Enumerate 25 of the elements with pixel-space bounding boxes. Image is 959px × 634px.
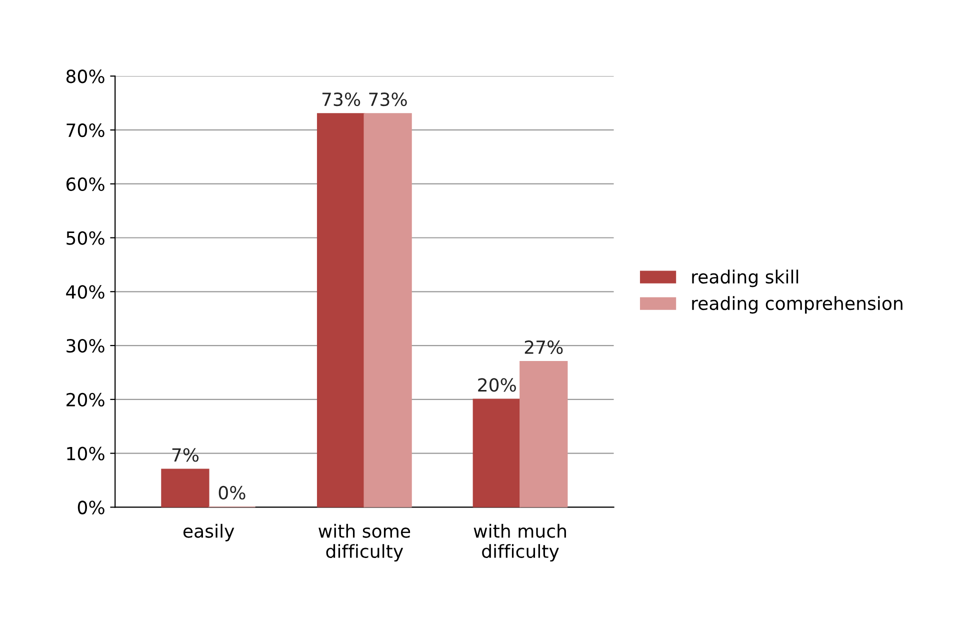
y-tick-label: 70%	[66, 123, 104, 138]
data-label: 7%	[172, 448, 199, 462]
y-tick-label: 20%	[66, 392, 104, 407]
bar	[520, 361, 568, 508]
y-tick-label: 0%	[78, 500, 104, 514]
legend-label: reading skill	[692, 270, 798, 288]
legend-label: reading comprehension	[692, 296, 902, 314]
bar	[316, 113, 366, 508]
data-label: 27%	[524, 340, 563, 354]
x-tick-label: with much difficulty	[474, 524, 566, 562]
y-tick-label: 50%	[66, 231, 104, 245]
x-tick-label: easily	[183, 524, 234, 542]
y-tick-label: 60%	[66, 177, 104, 191]
data-label: 20%	[478, 378, 516, 392]
data-label: 73%	[322, 92, 360, 106]
data-label: 73%	[369, 92, 407, 106]
x-tick-label: with some difficulty	[318, 524, 410, 562]
data-label: 0%	[218, 486, 246, 500]
bar	[472, 398, 521, 508]
bar	[161, 468, 210, 508]
y-tick-label: 10%	[67, 446, 104, 460]
bar	[364, 113, 412, 508]
y-tick-label: 30%	[66, 338, 104, 353]
y-tick-label: 80%	[66, 70, 104, 84]
y-tick-label: 40%	[66, 285, 104, 299]
